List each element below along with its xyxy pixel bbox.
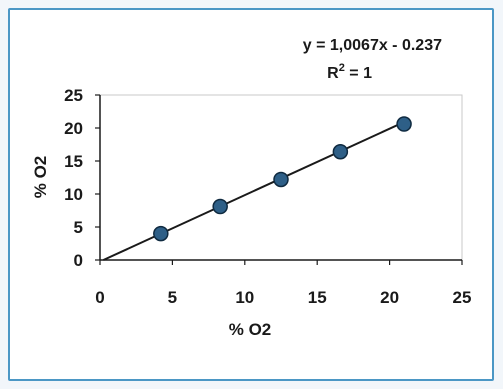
axis-ticks (95, 94, 463, 265)
data-point (153, 225, 169, 242)
x-tick-label: 20 (380, 288, 399, 307)
data-point (332, 144, 349, 160)
y-tick-label: 15 (64, 152, 83, 171)
y-tick-label: 0 (74, 251, 83, 270)
y-tick-label: 5 (74, 218, 83, 237)
x-tick-label: 0 (95, 288, 104, 307)
data-point (273, 171, 289, 188)
r-squared-prefix: R (327, 65, 339, 82)
x-axis-title: % O2 (229, 320, 272, 339)
y-tick-label: 20 (64, 119, 83, 138)
y-tick-label: 10 (64, 185, 83, 204)
axis-tick-labels: 0 5 10 15 20 25 0 5 10 15 20 25 (64, 86, 471, 307)
trendline (102, 121, 405, 261)
r-squared-exponent: 2 (339, 62, 345, 74)
r-squared-label: R2 = 1 (327, 62, 372, 82)
x-tick-label: 10 (235, 288, 254, 307)
trendline-equation: y = 1,0067x - 0.237 (303, 37, 442, 54)
x-tick-label: 5 (168, 288, 177, 307)
data-point (396, 116, 412, 132)
r-squared-value: = 1 (345, 65, 372, 82)
data-points (153, 116, 412, 242)
data-point (212, 198, 228, 215)
y-tick-label: 25 (64, 86, 83, 105)
x-tick-label: 15 (308, 288, 327, 307)
x-tick-label: 25 (453, 288, 472, 307)
y-axis-title: % O2 (31, 156, 50, 199)
